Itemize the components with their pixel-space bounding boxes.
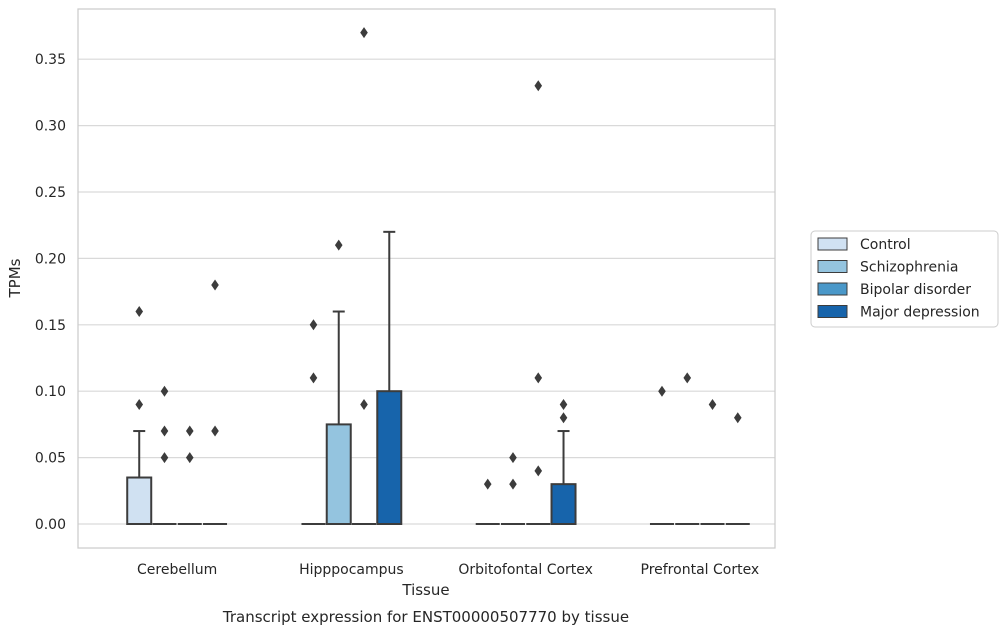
outlier-point — [483, 478, 492, 490]
outlier-point — [135, 306, 144, 318]
box-group — [700, 398, 725, 525]
chart-caption: Transcript expression for ENST0000050777… — [222, 608, 629, 626]
box-group — [126, 306, 153, 525]
outlier-point — [559, 412, 568, 424]
outlier-point — [509, 478, 517, 490]
y-tick-label: 0.20 — [35, 251, 66, 267]
outlier-point — [360, 398, 368, 410]
plot-frame — [77, 8, 776, 549]
outlier-point — [211, 425, 219, 437]
box — [325, 423, 352, 525]
outlier-point — [160, 425, 169, 437]
box-group — [475, 478, 500, 525]
boxes — [126, 27, 750, 526]
outlier-point — [509, 452, 517, 464]
legend-swatch — [817, 305, 848, 318]
legend-frame — [810, 230, 999, 328]
box — [550, 483, 577, 526]
y-tick-label: 0.25 — [35, 185, 66, 201]
grid — [78, 58, 775, 525]
y-tick-label: 0.15 — [35, 318, 66, 334]
legend-label: Schizophrenia — [860, 260, 958, 276]
box-group — [550, 398, 577, 526]
legend-label: Bipolar disorder — [860, 282, 971, 298]
x-tick-label: Cerebellum — [137, 562, 217, 578]
y-tick-label: 0.05 — [35, 451, 66, 467]
outlier-point — [683, 372, 692, 384]
outlier-point — [309, 372, 318, 384]
outlier-point — [534, 80, 543, 92]
x-tick-label: Hipppocampus — [299, 562, 404, 578]
box — [376, 390, 403, 526]
outlier-point — [534, 465, 543, 477]
outlier-point — [708, 398, 717, 410]
box-group — [649, 385, 674, 525]
y-tick-labels: 0.00 0.05 0.10 0.15 0.20 0.25 0.30 0.35 — [35, 52, 66, 533]
y-tick-label: 0.35 — [35, 52, 66, 68]
outlier-point — [211, 279, 219, 291]
x-axis-label: Tissue — [401, 581, 449, 599]
outlier-point — [658, 385, 666, 397]
box-group — [675, 372, 700, 525]
box-group — [725, 412, 750, 525]
box-group — [152, 385, 177, 525]
outlier-point — [135, 398, 144, 410]
outlier-point — [559, 398, 568, 410]
box-group — [301, 319, 326, 525]
y-tick-label: 0.00 — [35, 517, 66, 533]
x-tick-label: Orbitofontal Cortex — [458, 562, 593, 578]
x-tick-labels: Cerebellum Hipppocampus Orbitofontal Corte… — [137, 562, 759, 578]
plot-area — [78, 9, 775, 548]
outlier-point — [160, 452, 169, 464]
outlier-point — [534, 372, 543, 384]
legend: Control Schizophrenia Bipolar disorder Majo… — [810, 230, 999, 328]
legend-label: Control — [860, 237, 911, 253]
box-group — [376, 230, 403, 526]
outlier-point — [185, 425, 194, 437]
legend-swatch — [817, 237, 848, 251]
outlier-point — [309, 319, 318, 331]
legend-label: Major depression — [860, 305, 980, 321]
y-tick-label: 0.10 — [35, 384, 66, 400]
outlier-point — [733, 412, 742, 424]
outlier-point — [360, 27, 368, 39]
box-group — [325, 239, 352, 525]
legend-swatch — [817, 260, 848, 273]
box-group — [177, 425, 202, 525]
outlier-point — [160, 385, 169, 397]
legend-swatch — [817, 282, 848, 296]
y-tick-label: 0.30 — [35, 119, 66, 135]
outlier-point — [185, 452, 194, 464]
box-group — [500, 452, 525, 525]
box-group — [352, 27, 377, 525]
box-group — [203, 279, 228, 525]
box — [126, 476, 153, 525]
y-axis-label: TPMs — [6, 258, 24, 298]
outlier-point — [334, 239, 343, 251]
box-group — [526, 80, 551, 525]
x-tick-label: Prefrontal Cortex — [641, 562, 760, 578]
